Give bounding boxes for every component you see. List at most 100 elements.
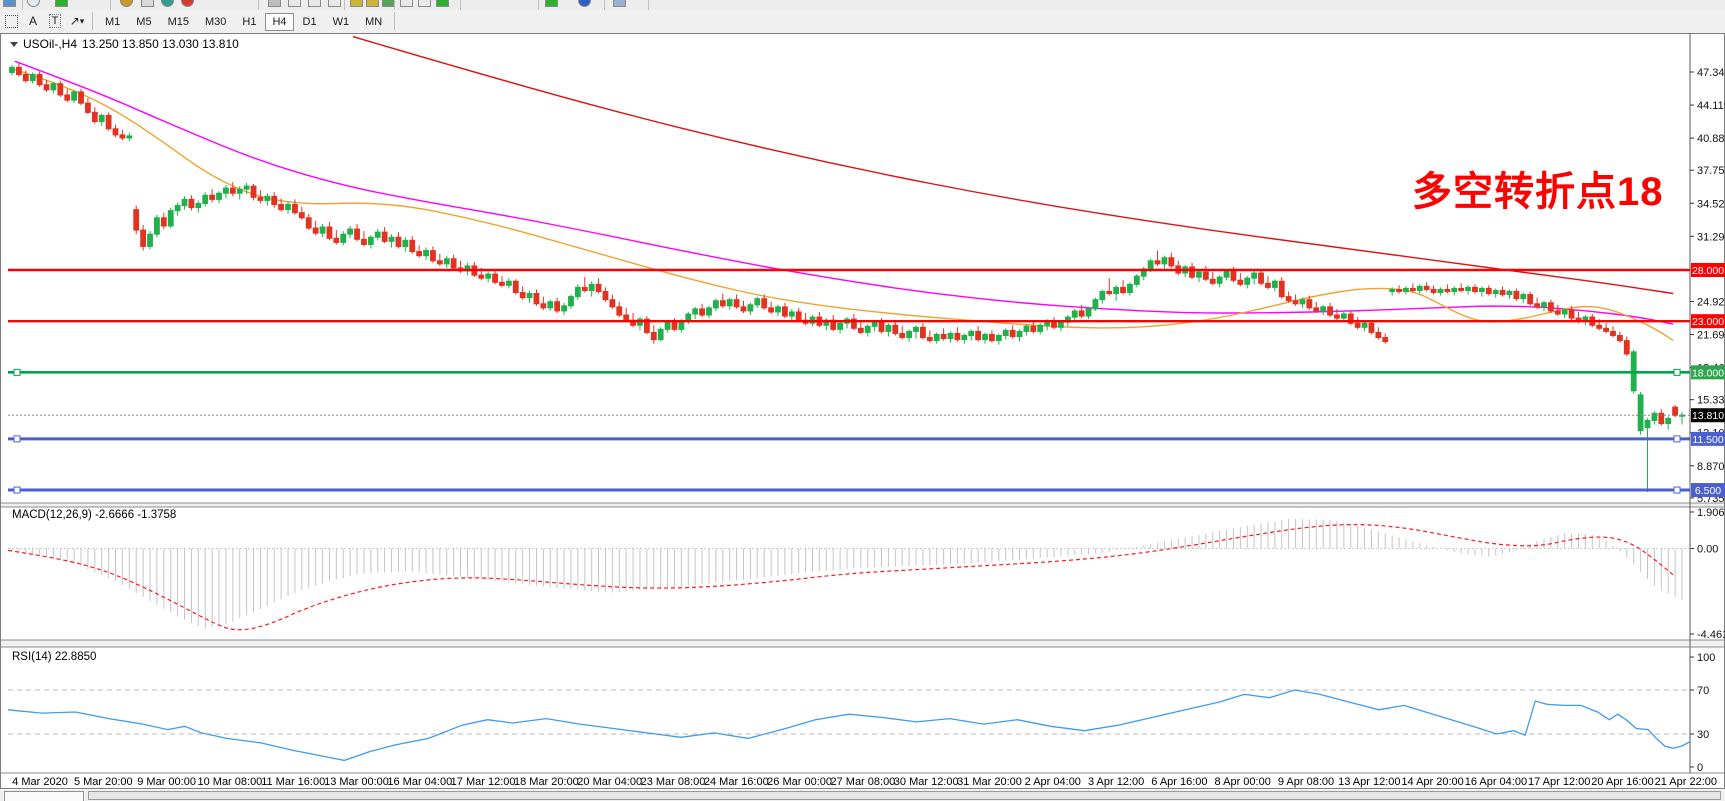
toolbar-divider [22,0,23,10]
macd-axis-label: -4.4614 [1697,629,1725,641]
timeline-label: 31 Mar 20:00 [957,776,1022,788]
macd-signal-line [7,523,1674,631]
timeframe-button-m1[interactable]: M1 [98,13,127,31]
stop-icon[interactable] [181,0,194,7]
chart-tab[interactable] [4,791,84,801]
toolbar-main[interactable] [0,0,1725,10]
timeframe-button-m5[interactable]: M5 [129,13,158,31]
timeline-label: 5 Mar 20:00 [74,776,133,788]
price-badge-text: 6.500 [1695,485,1721,497]
price-axis-label: 24.925 [1697,296,1725,308]
macd-indicator-label: MACD(12,26,9) -2.6666 -1.3758 [12,509,177,521]
chart-title: USOil-,H4 13.250 13.850 13.030 13.810 [10,37,239,51]
timeline-axis[interactable]: 4 Mar 2020 5 Mar 20:00 9 Mar 00:00 10 Mar 0… [12,776,1717,788]
chart-window-border [0,33,1725,789]
new-chart-icon[interactable] [55,0,68,7]
arrow-draw-tool-icon[interactable]: ↗ ▾ [67,12,87,30]
price-axis-label: 44.115 [1697,100,1725,112]
snap-grid-icon[interactable] [1,12,21,30]
rsi-axis-label: 0 [1697,762,1703,774]
pencil-icon[interactable] [350,0,363,7]
macd-panel[interactable]: 1.9069 0.00 -4.4614 [7,507,1725,641]
timeline-label: 23 Mar 08:00 [641,776,706,788]
price-axis-label: 37.750 [1697,165,1725,177]
add-object-icon[interactable] [436,0,449,7]
timeline-label: 10 Mar 08:00 [197,776,262,788]
box-icon[interactable] [141,0,154,7]
refresh-icon[interactable] [578,0,591,7]
chevron-down-icon: ▾ [79,15,85,26]
price-badge [1691,263,1725,277]
price-badge [1691,431,1725,446]
macd-histogram [11,518,1683,629]
panel-splitter[interactable] [1,640,1724,647]
arrow-expand-icon[interactable] [418,0,431,7]
chart-canvas[interactable]: 47.345 44.115 40.885 37.750 34.520 31.290 24.9… [0,33,1725,790]
price-badge [1691,483,1725,498]
timeframe-button-m30[interactable]: M30 [198,13,233,31]
arrow-icon: ↗ [69,14,80,28]
pencil2-icon[interactable] [366,0,379,7]
hline-handle[interactable] [1673,435,1681,443]
price-badge-text: 11.500 [1692,434,1723,446]
font-tool-icon[interactable]: A [28,14,37,28]
add-indicator-icon[interactable] [545,0,558,7]
timeline-label: 20 Apr 16:00 [1591,776,1653,788]
timeline-label: 8 Apr 00:00 [1215,776,1271,788]
vline-tool-icon[interactable] [308,0,321,7]
timeline-label: 18 Mar 20:00 [514,776,579,788]
price-badge [1691,408,1725,423]
price-axis-label: 15.330 [1697,395,1725,407]
chart-window[interactable]: 47.345 44.115 40.885 37.750 34.520 31.290 24.9… [0,33,1725,790]
chart-annotation-text: 多空转折点18 [1412,170,1664,214]
price-badge-text: 23.000 [1692,316,1724,328]
arrow-left-right-icon[interactable] [400,0,413,7]
toolbar-divider [92,12,93,30]
globe-icon[interactable] [161,0,174,7]
zoom-icon[interactable] [27,0,40,7]
ma-magenta-line [14,60,1674,325]
toolbar-divider [258,0,259,10]
timeline-label: 14 Apr 20:00 [1401,776,1463,788]
timeframe-button-mn[interactable]: MN [358,13,389,31]
price-axis-label: 34.520 [1697,198,1725,210]
timeframe-button-d1[interactable]: D1 [296,13,324,31]
price-axis[interactable]: 47.345 44.115 40.885 37.750 34.520 31.290 24.9… [1690,67,1725,505]
compass-icon[interactable] [120,0,133,7]
toolbar-divider [344,0,345,10]
timeframe-button-m15[interactable]: M15 [161,13,196,31]
text-tool-icon[interactable]: T [45,12,65,30]
timeframe-button-h4[interactable]: H4 [265,12,294,31]
calendar-icon[interactable] [613,0,626,7]
timeline-label: 4 Mar 2020 [12,776,68,788]
price-axis-label: 21.695 [1697,330,1725,342]
timeframe-button-w1[interactable]: W1 [326,13,357,31]
hline-tool-icon[interactable] [288,0,301,7]
price-axis-label: 31.290 [1697,231,1725,243]
price-badge-text: 28.000 [1692,265,1724,277]
trendline-tool-icon[interactable] [328,0,341,7]
hline-handle[interactable] [13,435,21,443]
collapse-icon[interactable] [10,41,18,47]
hline-handle[interactable] [13,486,21,494]
hline-handle[interactable] [13,368,21,376]
macd-axis-label: 1.9069 [1697,507,1725,519]
hline-handle[interactable] [1673,486,1681,494]
list-icon[interactable] [268,0,281,7]
rsi-panel[interactable]: 100 70 30 0 [7,652,1715,774]
toolbar-divider [110,0,111,10]
timeline-label: 13 Mar 00:00 [324,776,389,788]
window-icon[interactable] [3,0,16,7]
price-badge-text: 13.810 [1692,410,1724,422]
macd-axis-label: 0.00 [1697,544,1718,556]
panel-splitter[interactable] [1,503,1724,507]
timeline-label: 24 Mar 16:00 [704,776,769,788]
timeline-label: 16 Apr 04:00 [1465,776,1527,788]
hline-handle[interactable] [1673,368,1681,376]
price-axis-label: 40.885 [1697,133,1725,145]
timeline-label: 2 Apr 04:00 [1025,776,1081,788]
price-axis-label: 47.345 [1697,67,1725,79]
timeframe-button-h1[interactable]: H1 [235,13,263,31]
price-badge [1691,365,1725,380]
timeline-label: 26 Mar 00:00 [767,776,832,788]
